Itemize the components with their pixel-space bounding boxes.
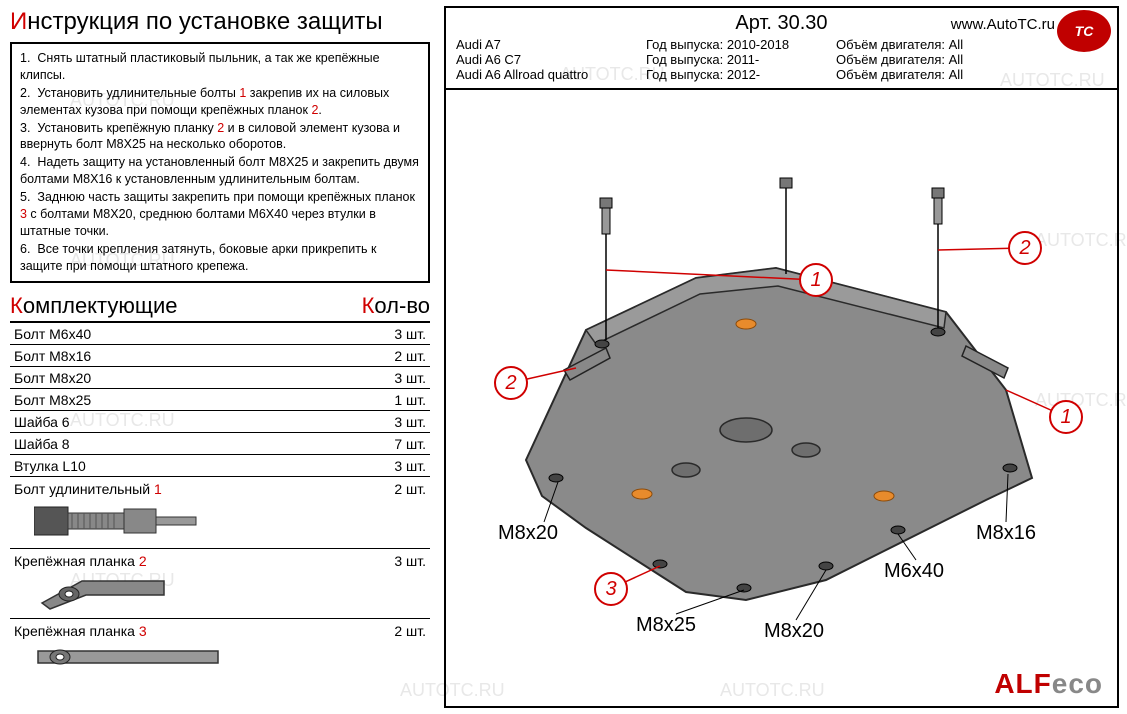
url-text: www.AutoTC.ru [951,16,1055,33]
parts-row: Болт М8х251 шт. [10,389,430,411]
instruction-step: 4. Надеть защиту на установленный болт М… [20,154,420,188]
parts-table: Болт М6х403 шт. Болт М8х162 шт. Болт М8х… [10,323,430,680]
skid-plate-diagram [446,90,1106,670]
instruction-step: 6. Все точки крепления затянуть, боковые… [20,241,420,275]
logo-badge-icon: TC [1057,10,1111,52]
instructions-title: Инструкция по установке защиты [10,8,430,36]
instruction-step: 1. Снять штатный пластиковый пыльник, а … [20,50,420,84]
bolt-icon [34,501,214,541]
brand-logo: ALFeco [994,668,1103,700]
instructions-box: 1. Снять штатный пластиковый пыльник, а … [10,42,430,283]
parts-row: Болт М8х203 шт. [10,367,430,389]
bolt-label: M6x40 [884,560,944,583]
parts-row: Болт М8х162 шт. [10,345,430,367]
parts-row: Шайба 63 шт. [10,411,430,433]
diagram-area: 1 2 1 2 3 M8x20 M8x16 M6x40 M8x25 M8x20 [446,90,1117,670]
bolt-label: M8x25 [636,614,696,637]
parts-row: Болт удлинительный 12 шт. [10,477,430,549]
left-panel: Инструкция по установке защиты 1. Снять … [0,0,440,714]
callout-2: 2 [1008,231,1042,265]
parts-row: Втулка L103 шт. [10,455,430,477]
callout-1: 1 [799,263,833,297]
vehicle-row: Audi A6 Allroad quattroГод выпуска: 2012… [456,67,1107,82]
parts-row: Крепёжная планка 32 шт. [10,619,430,680]
bolt-label: M8x16 [976,522,1036,545]
parts-header: Комплектующие Кол-во [10,293,430,323]
instruction-step: 2. Установить удлинительные болты 1 закр… [20,85,420,119]
vehicle-row: Audi A6 C7Год выпуска: 2011-Объём двигат… [456,52,1107,67]
bolt-label: M8x20 [498,522,558,545]
bracket-icon [34,573,184,611]
instruction-step: 3. Установить крепёжную планку 2 и в сил… [20,120,420,154]
right-panel: TC www.AutoTC.ru Арт. 30.30 Audi A7Год в… [444,6,1119,708]
page: Инструкция по установке защиты 1. Снять … [0,0,1127,714]
parts-row: Болт М6х403 шт. [10,323,430,345]
bracket-icon [34,643,224,673]
callout-2: 2 [494,366,528,400]
vehicle-row: Audi A7Год выпуска: 2010-2018Объём двига… [456,37,1107,52]
bolt-label: M8x20 [764,620,824,643]
parts-row: Крепёжная планка 23 шт. [10,549,430,619]
parts-row: Шайба 87 шт. [10,433,430,455]
instruction-step: 5. Заднюю часть защиты закрепить при пом… [20,189,420,240]
callout-1: 1 [1049,400,1083,434]
callout-3: 3 [594,572,628,606]
